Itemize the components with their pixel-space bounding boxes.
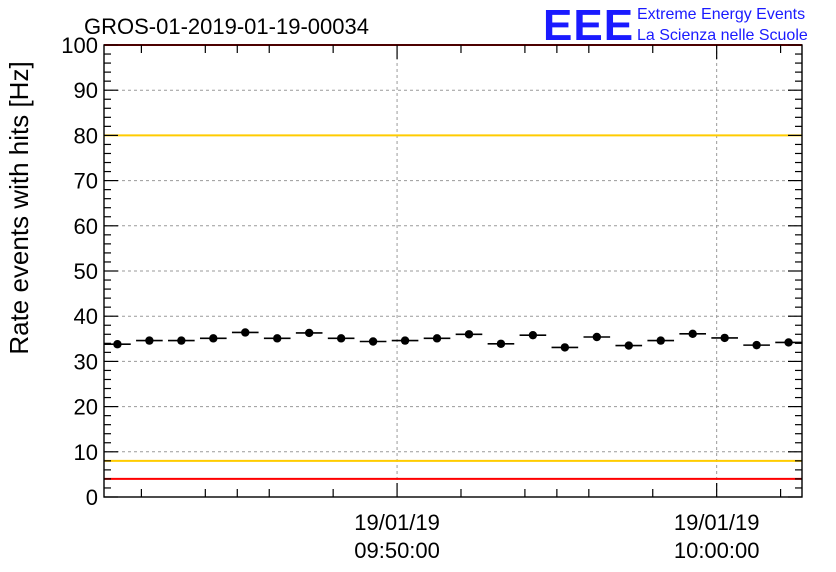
eee-logo: EEE Extreme Energy Events La Scienza nel… — [543, 1, 808, 50]
data-point — [592, 332, 602, 342]
data-point — [400, 336, 410, 345]
chart-title: GROS-01-2019-01-19-00034 — [84, 14, 369, 39]
y-tick-label: 60 — [74, 214, 98, 239]
data-point — [177, 336, 186, 345]
y-tick-label: 30 — [74, 349, 98, 374]
tick-labels: 0 10 20 30 40 50 60 70 80 90 100 19/01/19 09:50:00 19… — [61, 33, 759, 563]
y-tick-label: 20 — [74, 395, 98, 420]
data-point — [496, 339, 506, 348]
data-point — [528, 330, 538, 340]
data-point — [432, 334, 442, 343]
x-tick-time: 10:00:00 — [674, 538, 760, 563]
data-point — [336, 334, 346, 343]
data-point — [784, 338, 793, 347]
logo-line-1: Extreme Energy Events — [637, 6, 805, 23]
y-tick-label: 80 — [74, 123, 98, 148]
logo-line-2: La Scienza nelle Scuole — [637, 27, 808, 44]
y-tick-label: 0 — [86, 485, 98, 510]
threshold-lines — [104, 44, 802, 480]
x-tick-time: 09:50:00 — [354, 538, 440, 563]
data-points — [104, 328, 802, 352]
y-tick-label: 40 — [74, 304, 98, 329]
y-tick-label: 90 — [74, 78, 98, 103]
data-point — [720, 333, 729, 343]
logo-mark: EEE — [543, 1, 634, 50]
data-point — [273, 334, 282, 343]
x-tick-date: 19/01/19 — [354, 510, 440, 535]
y-tick-label: 100 — [61, 33, 98, 58]
data-point — [656, 336, 665, 345]
plot-frame — [103, 44, 803, 498]
data-point — [304, 328, 314, 338]
x-tick-date: 19/01/19 — [674, 510, 760, 535]
data-point — [145, 336, 154, 345]
data-point — [752, 340, 761, 350]
grid — [104, 45, 802, 497]
y-tick-label: 10 — [74, 440, 98, 465]
data-point — [209, 334, 218, 343]
data-point — [624, 341, 633, 350]
y-tick-label: 70 — [74, 169, 98, 194]
y-axis-label: Rate events with hits [Hz] — [4, 61, 34, 354]
data-point — [113, 340, 122, 349]
data-point — [464, 330, 474, 339]
data-point — [368, 337, 378, 346]
data-point — [241, 328, 250, 337]
data-point — [688, 329, 697, 339]
y-tick-label: 50 — [74, 259, 98, 284]
data-point — [560, 343, 570, 352]
